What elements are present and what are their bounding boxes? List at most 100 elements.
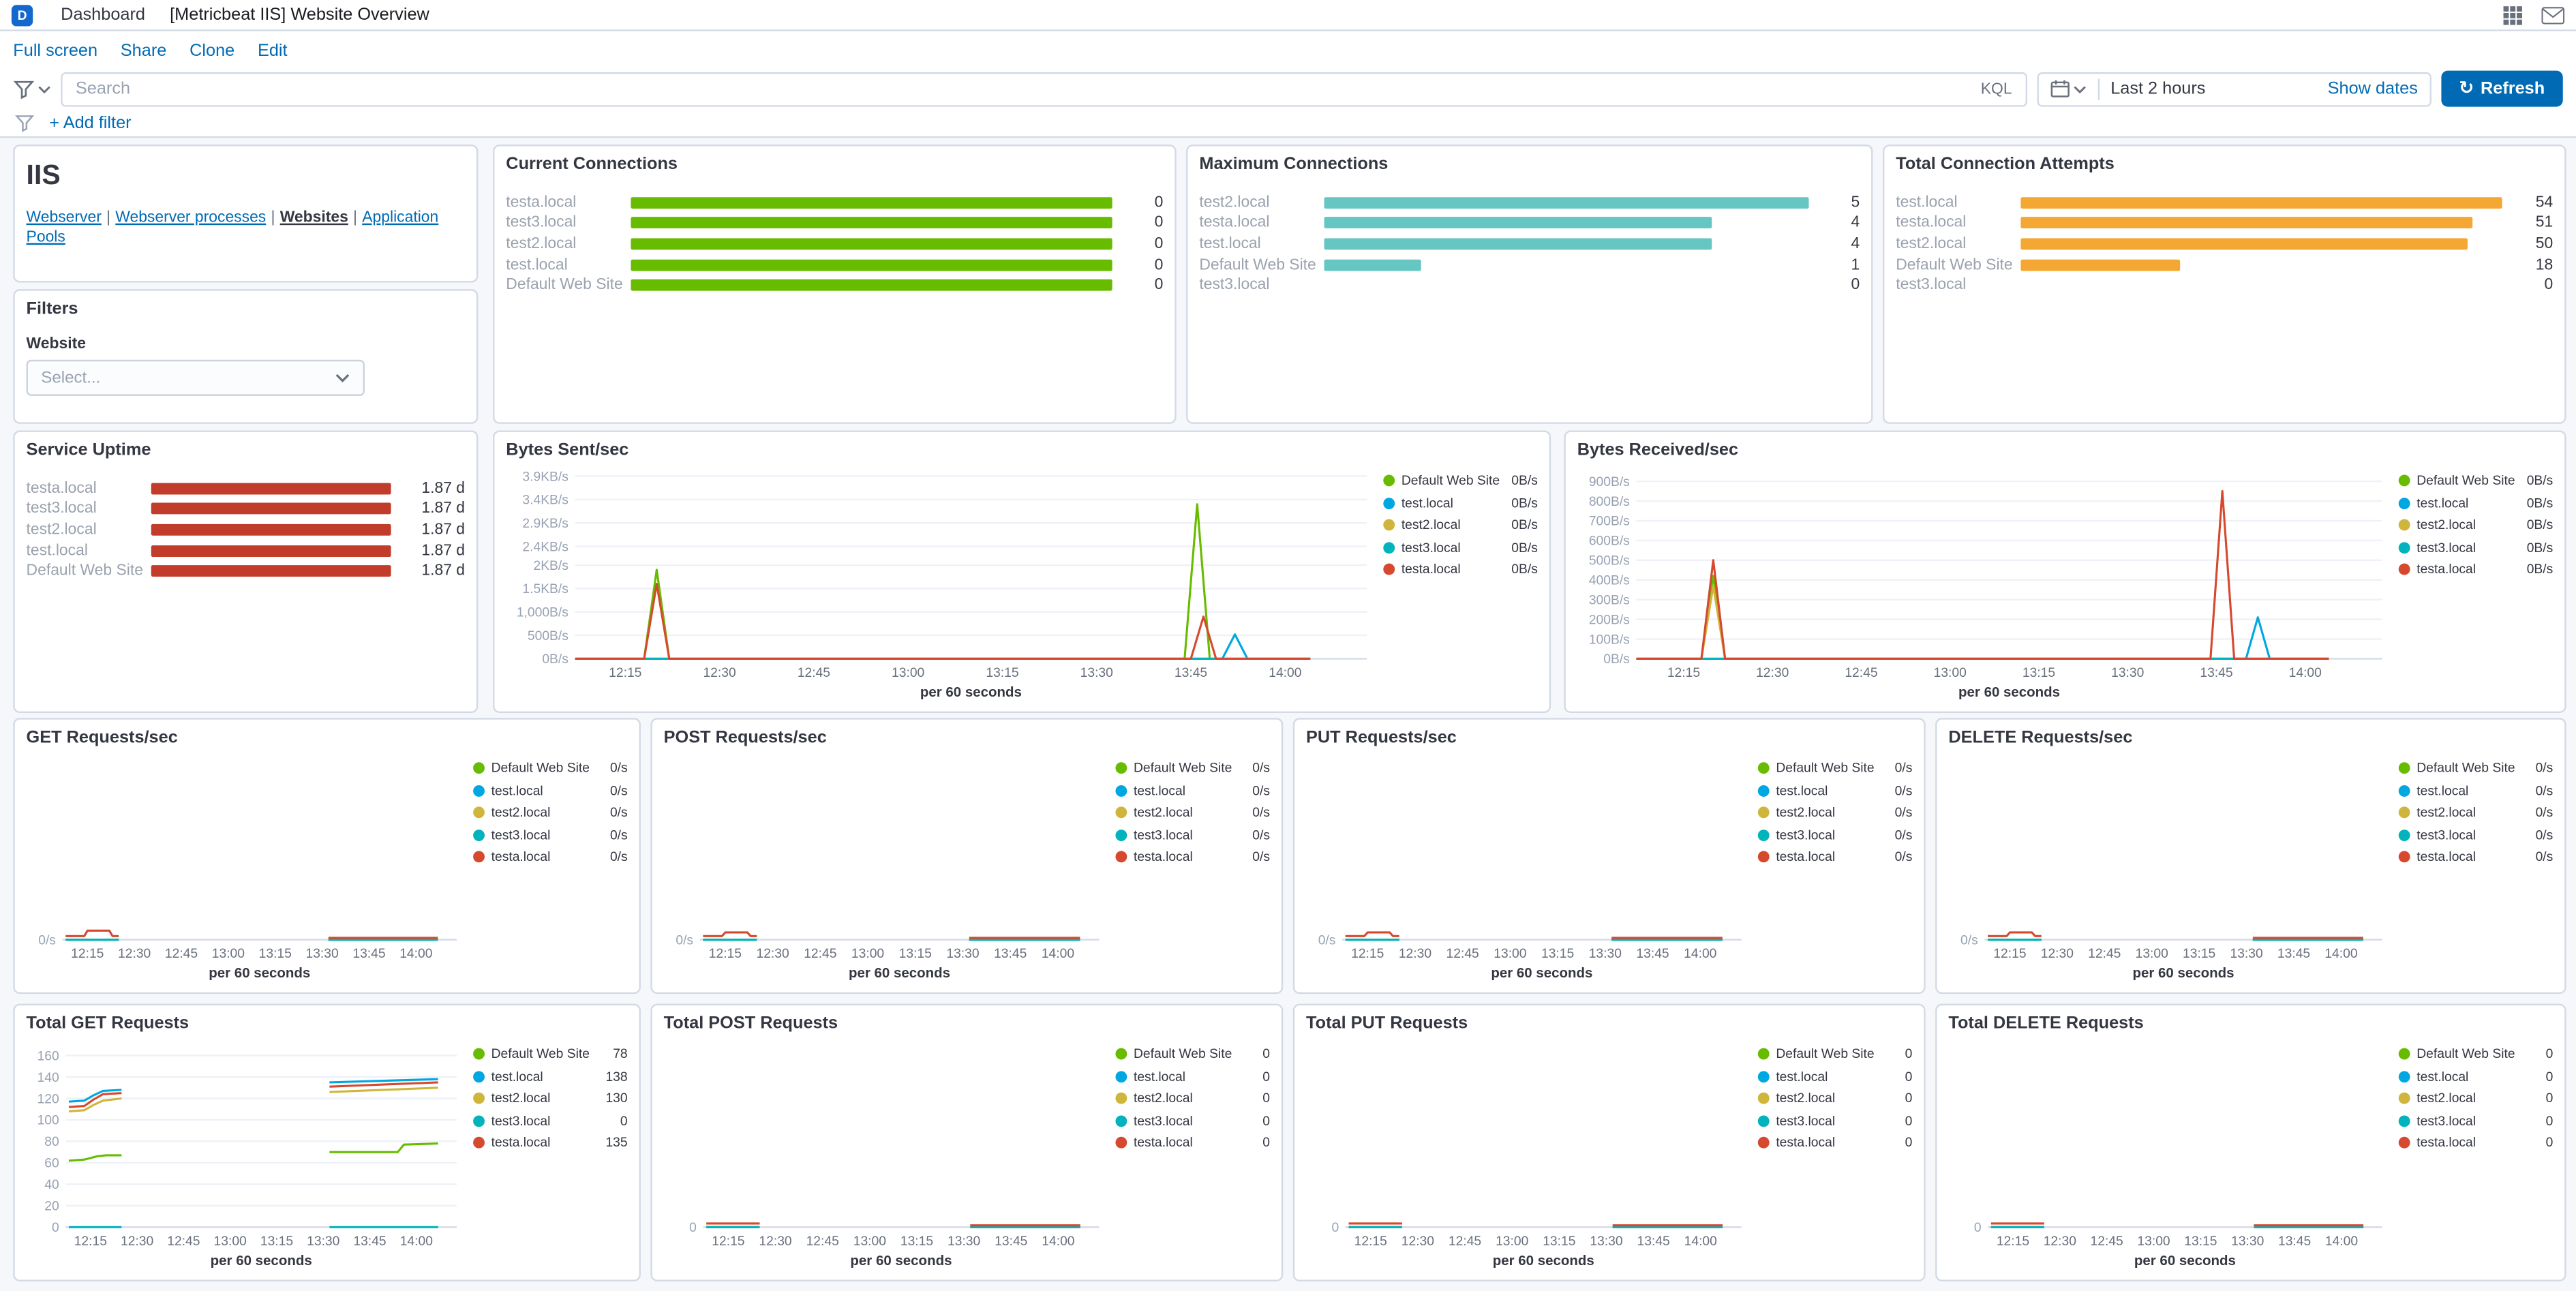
legend-item[interactable]: test2.local 0 [1115,1091,1270,1106]
legend-item[interactable]: Default Web Site 0/s [473,761,628,776]
legend-color-dot [1757,1048,1770,1060]
legend-item[interactable]: testa.local 0/s [1757,849,1912,864]
legend-item[interactable]: test3.local 0 [2398,1113,2553,1128]
calendar-button[interactable] [2050,79,2086,99]
gauge-bar-fill [631,279,1112,292]
space-initial: D [17,7,27,22]
mail-icon[interactable] [2541,5,2565,24]
legend-item[interactable]: test2.local 0/s [473,805,628,820]
legend-item[interactable]: test.local 0B/s [2398,495,2554,511]
saved-query-menu-button[interactable] [13,78,50,99]
legend-item[interactable]: Default Web Site 78 [473,1046,628,1061]
legend-item[interactable]: test.local 0/s [473,783,628,798]
link-separator: | [271,209,275,227]
legend-item[interactable]: test3.local 0 [473,1113,628,1128]
filter-funnel-icon[interactable] [15,112,35,132]
legend-item[interactable]: testa.local 135 [473,1135,628,1150]
legend-item[interactable]: Default Web Site 0 [2398,1046,2553,1061]
legend-item[interactable]: test3.local 0B/s [1383,540,1538,554]
svg-text:13:15: 13:15 [260,1234,293,1249]
legend-item[interactable]: Default Web Site 0 [1115,1046,1270,1061]
legend-color-dot [2398,541,2410,553]
legend-item[interactable]: test.local 0 [1757,1069,1912,1083]
legend-item[interactable]: testa.local 0B/s [2398,562,2553,577]
clone-link[interactable]: Clone [190,40,235,60]
space-avatar[interactable]: D [11,4,33,26]
legend-item[interactable]: test2.local 0B/s [2398,517,2553,532]
iis-links: Webserver | Webserver processes | Websites | A… [27,209,465,248]
legend-item[interactable]: test3.local 0/s [473,827,628,842]
edit-link[interactable]: Edit [257,40,288,60]
svg-text:per 60 seconds: per 60 seconds [211,1253,312,1269]
svg-text:500B/s: 500B/s [528,629,569,643]
legend-color-dot [1757,828,1770,840]
legend-item[interactable]: test3.local 0/s [1115,827,1270,842]
iis-link-webserver-processes[interactable]: Webserver processes [115,209,267,227]
legend-item[interactable]: test3.local 0/s [1757,827,1913,842]
legend-value: 0/s [1894,827,1913,842]
iis-link-webserver[interactable]: Webserver [26,209,102,227]
full-screen-link[interactable]: Full screen [13,40,98,60]
legend-item[interactable]: test2.local 0/s [2398,805,2553,820]
legend-item[interactable]: Default Web Site 0 [1757,1046,1912,1061]
legend-label: testa.local [2416,1135,2476,1151]
legend-item[interactable]: test3.local 0 [1115,1113,1270,1128]
add-filter-link[interactable]: + Add filter [49,112,132,133]
svg-text:13:00: 13:00 [2137,1234,2170,1249]
svg-text:3.9KB/s: 3.9KB/s [522,470,568,484]
legend-item[interactable]: testa.local 0 [1115,1135,1270,1150]
legend-item[interactable]: test3.local 0 [1757,1113,1912,1128]
legend-item[interactable]: test2.local 130 [473,1091,628,1106]
legend-item[interactable]: testa.local 0B/s [1383,562,1538,577]
svg-text:0B/s: 0B/s [542,652,569,667]
legend-item[interactable]: test.local 0/s [1757,783,1912,798]
gauge-bar [2020,217,2502,229]
legend-item[interactable]: test.local 0 [2398,1069,2553,1083]
website-filter-select[interactable]: Select... [26,359,365,396]
iis-link-websites[interactable]: Websites [279,209,348,227]
kql-selector[interactable]: KQL [1980,79,2012,98]
legend-item[interactable]: Default Web Site 0/s [1757,761,1912,776]
svg-text:13:00: 13:00 [1934,666,1967,680]
legend-item[interactable]: testa.local 0 [2398,1135,2553,1151]
legend-value: 0 [1905,1135,1913,1151]
iis-link-application-pools[interactable]: Application Pools [26,209,439,247]
legend-item[interactable]: test.local 138 [473,1068,628,1084]
legend-item[interactable]: test3.local 0/s [2398,827,2553,842]
search-input[interactable]: Search KQL [61,71,2027,106]
legend-item[interactable]: Default Web Site 0B/s [2398,473,2553,488]
legend-value: 138 [605,1068,628,1084]
gauge-row: Default Web Site 1.87 d [27,561,465,581]
legend-item[interactable]: Default Web Site 0B/s [1383,473,1538,488]
svg-text:400B/s: 400B/s [1589,574,1630,588]
legend-color-dot [1115,1048,1127,1060]
legend-item[interactable]: test3.local 0B/s [2398,540,2553,554]
share-link[interactable]: Share [120,40,167,60]
legend-item[interactable]: test2.local 0 [2398,1091,2553,1106]
legend-item[interactable]: test2.local 0/s [1115,805,1270,820]
legend-value: 0B/s [2526,495,2554,511]
apps-grid-icon[interactable] [2502,4,2524,25]
gauge-value: 1.87 d [421,520,466,539]
svg-text:12:30: 12:30 [1399,947,1431,961]
legend-item[interactable]: test.local 0/s [2398,783,2553,798]
legend-item[interactable]: test2.local 0B/s [1383,517,1538,532]
legend-item[interactable]: Default Web Site 0/s [2398,761,2553,776]
legend-item[interactable]: Default Web Site 0/s [1115,761,1270,776]
legend-item[interactable]: testa.local 0/s [2398,849,2553,864]
show-dates-link[interactable]: Show dates [2327,78,2418,99]
legend-item[interactable]: test2.local 0/s [1757,805,1912,820]
legend-item[interactable]: test.local 0B/s [1383,496,1538,510]
time-range-value[interactable]: Last 2 hours [2110,78,2206,99]
gauge-value: 5 [1851,193,1860,212]
legend-item[interactable]: test.local 0 [1115,1069,1270,1083]
legend-item[interactable]: testa.local 0/s [1115,849,1270,864]
legend-item[interactable]: test2.local 0 [1757,1091,1912,1106]
legend-label: test3.local [1133,827,1193,842]
legend-item[interactable]: testa.local 0 [1757,1135,1913,1151]
legend-color-dot [473,1136,485,1149]
refresh-button[interactable]: ↻ Refresh [2440,70,2563,107]
breadcrumb[interactable]: Dashboard [61,5,145,25]
legend-item[interactable]: test.local 0/s [1115,783,1270,798]
legend-item[interactable]: testa.local 0/s [473,849,628,864]
